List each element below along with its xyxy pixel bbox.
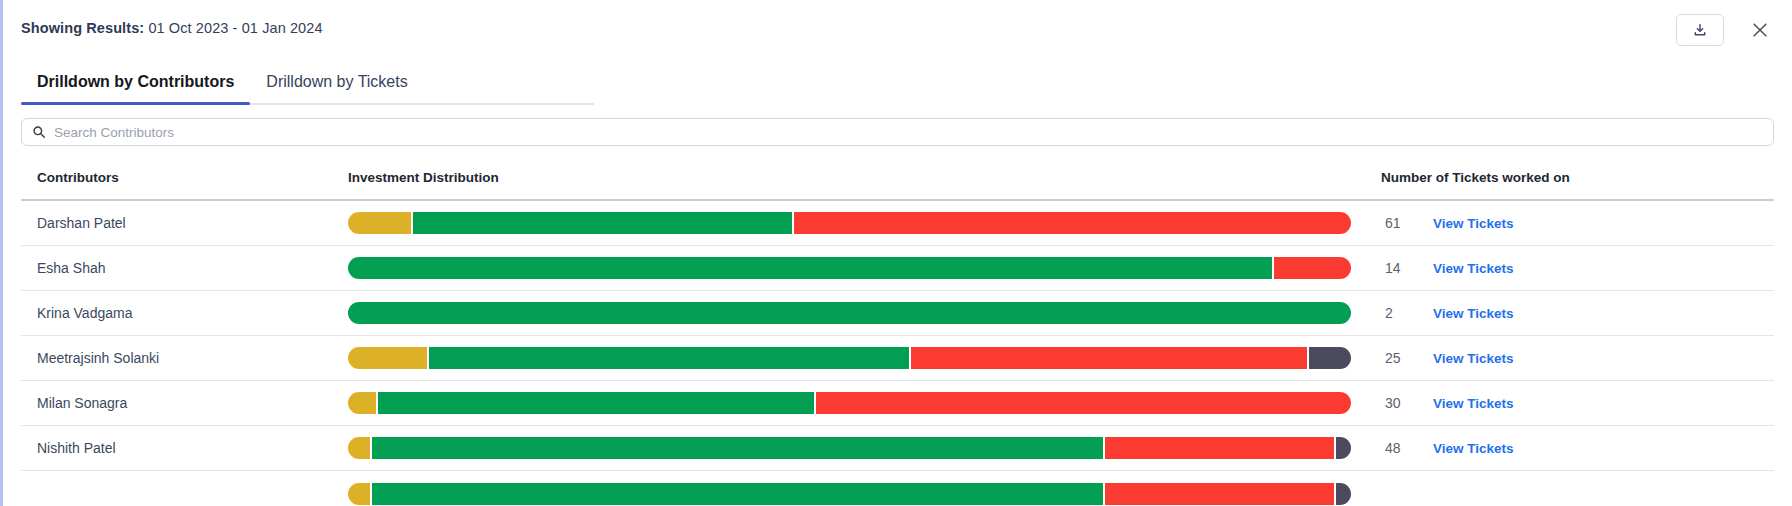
bar-segment-dark [1309, 347, 1351, 369]
column-header-investment-distribution: Investment Distribution [348, 170, 1351, 185]
bar-segment-yellow [348, 483, 370, 505]
ticket-count: 48 [1385, 440, 1405, 456]
investment-distribution-bar [348, 437, 1351, 459]
download-icon [1692, 22, 1708, 38]
bar-segment-green [413, 212, 792, 234]
table-row: Krina Vadgama 2 View Tickets [21, 291, 1774, 336]
contributor-name: Nishith Patel [21, 440, 348, 456]
search-bar[interactable] [21, 118, 1774, 146]
bar-segment-yellow [348, 437, 370, 459]
bar-segment-red [794, 212, 1351, 234]
table-body: Darshan Patel 61 View Tickets Esha Shah … [3, 201, 1792, 506]
download-button[interactable] [1676, 14, 1724, 46]
bar-segment-green [378, 392, 814, 414]
contributor-name: Meetrajsinh Solanki [21, 350, 348, 366]
contributor-name: Milan Sonagra [21, 395, 348, 411]
ticket-count: 2 [1385, 305, 1405, 321]
view-tickets-link[interactable]: View Tickets [1433, 261, 1514, 276]
view-tickets-link[interactable]: View Tickets [1433, 306, 1514, 321]
bar-segment-red [816, 392, 1351, 414]
investment-distribution-bar [348, 302, 1351, 324]
table-row: Darshan Patel 61 View Tickets [21, 201, 1774, 246]
bar-segment-red [1105, 483, 1334, 505]
investment-distribution-bar [348, 483, 1351, 505]
bar-segment-yellow [348, 392, 376, 414]
view-tickets-link[interactable]: View Tickets [1433, 351, 1514, 366]
bar-segment-dark [1336, 483, 1351, 505]
bar-segment-yellow [348, 212, 411, 234]
tab-drilldown-by-contributors[interactable]: Drilldown by Contributors [21, 60, 250, 103]
column-header-tickets-worked-on: Number of Tickets worked on [1351, 170, 1774, 185]
bar-segment-green [372, 483, 1103, 505]
table-row-partial [21, 471, 1774, 506]
close-button[interactable] [1746, 16, 1774, 44]
bar-segment-green [429, 347, 909, 369]
bar-segment-dark [1336, 437, 1351, 459]
bar-segment-red [911, 347, 1307, 369]
view-tickets-link[interactable]: View Tickets [1433, 441, 1514, 456]
bar-segment-green [348, 257, 1272, 279]
close-icon [1750, 20, 1770, 40]
contributor-name: Krina Vadgama [21, 305, 348, 321]
search-input[interactable] [54, 125, 1763, 140]
table-row: Milan Sonagra 30 View Tickets [21, 381, 1774, 426]
panel-header: Showing Results: 01 Oct 2023 - 01 Jan 20… [3, 0, 1792, 56]
tab-bar: Drilldown by Contributors Drilldown by T… [21, 60, 594, 105]
column-header-contributors: Contributors [21, 170, 348, 185]
tab-drilldown-by-tickets[interactable]: Drilldown by Tickets [250, 60, 423, 103]
investment-distribution-bar [348, 392, 1351, 414]
ticket-count: 61 [1385, 215, 1405, 231]
showing-results-label: Showing Results: [21, 20, 144, 36]
ticket-count: 30 [1385, 395, 1405, 411]
search-icon [32, 125, 46, 139]
investment-distribution-bar [348, 347, 1351, 369]
table-row: Esha Shah 14 View Tickets [21, 246, 1774, 291]
investment-distribution-bar [348, 212, 1351, 234]
bar-segment-red [1274, 257, 1351, 279]
contributor-name: Esha Shah [21, 260, 348, 276]
contributor-name: Darshan Patel [21, 215, 348, 231]
table-header-row: Contributors Investment Distribution Num… [21, 146, 1774, 199]
showing-results-text: Showing Results: 01 Oct 2023 - 01 Jan 20… [21, 14, 323, 36]
bar-segment-green [348, 302, 1351, 324]
investment-distribution-bar [348, 257, 1351, 279]
ticket-count: 25 [1385, 350, 1405, 366]
table-row: Nishith Patel 48 View Tickets [21, 426, 1774, 471]
ticket-count: 14 [1385, 260, 1405, 276]
date-range-value: 01 Oct 2023 - 01 Jan 2024 [148, 20, 322, 36]
view-tickets-link[interactable]: View Tickets [1433, 396, 1514, 411]
bar-segment-red [1105, 437, 1334, 459]
bar-segment-yellow [348, 347, 427, 369]
view-tickets-link[interactable]: View Tickets [1433, 216, 1514, 231]
bar-segment-green [372, 437, 1103, 459]
table-row: Meetrajsinh Solanki 25 View Tickets [21, 336, 1774, 381]
